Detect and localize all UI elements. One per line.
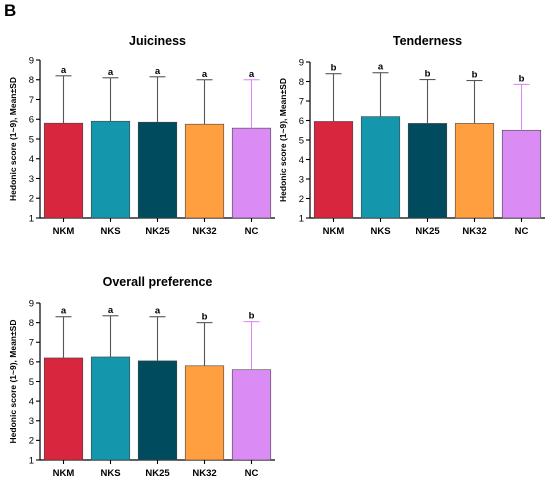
significance-label: a	[108, 67, 114, 78]
significance-label: b	[331, 63, 337, 74]
significance-label: a	[249, 69, 255, 80]
bar	[454, 123, 495, 219]
y-tick-label: 9	[29, 298, 34, 309]
significance-label: b	[425, 69, 431, 80]
significance-label: a	[61, 306, 67, 317]
significance-label: a	[61, 65, 67, 76]
bar	[43, 357, 84, 461]
y-tick-label: 5	[29, 377, 34, 388]
y-tick-label: 9	[299, 57, 304, 68]
bar	[184, 123, 225, 219]
significance-label: a	[108, 305, 114, 316]
significance-label: b	[249, 311, 255, 322]
x-tick-label: NKM	[53, 468, 75, 479]
significance-label: b	[202, 312, 208, 323]
bar	[137, 360, 178, 461]
x-tick-label: NKS	[100, 226, 120, 237]
x-tick-label: NK25	[145, 468, 170, 479]
y-tick-label: 4	[299, 155, 304, 166]
y-axis-label: Hedonic score (1~9), Mean±SD	[8, 77, 18, 201]
bar	[137, 121, 178, 219]
x-tick-label: NK32	[192, 226, 216, 237]
y-tick-label: 7	[29, 95, 34, 106]
x-tick-label: NK32	[192, 468, 216, 479]
panel-label: B	[4, 1, 16, 20]
significance-label: a	[155, 66, 161, 77]
y-tick-label: 2	[29, 194, 34, 205]
chart-tenderness: Tenderness Hedonic score (1~9), Mean±SD 1 2…	[278, 34, 545, 237]
y-tick-label: 1	[299, 213, 304, 224]
significance-label: a	[202, 69, 208, 80]
y-tick-label: 7	[299, 96, 304, 107]
bar	[360, 116, 401, 219]
y-tick-label: 5	[299, 135, 304, 146]
chart-title: Juiciness	[129, 34, 186, 48]
y-tick-label: 9	[29, 55, 34, 66]
bar	[313, 121, 354, 219]
x-tick-label: NK25	[415, 226, 440, 237]
y-tick-label: 8	[299, 77, 304, 88]
x-tick-label: NC	[245, 226, 259, 237]
bar	[43, 122, 84, 219]
x-tick-label: NKS	[370, 226, 390, 237]
y-tick-label: 7	[29, 338, 34, 349]
y-tick-label: 3	[29, 174, 34, 185]
y-tick-label: 4	[29, 396, 34, 407]
chart-title: Tenderness	[393, 34, 462, 48]
y-tick-label: 1	[29, 213, 34, 224]
chart-overall-preference: Overall preference Hedonic score (1~9), M…	[8, 275, 275, 479]
y-axis-label: Hedonic score (1~9), Mean±SD	[8, 320, 18, 444]
y-tick-label: 3	[299, 174, 304, 185]
x-tick-label: NC	[515, 226, 529, 237]
y-tick-label: 2	[299, 194, 304, 205]
significance-label: a	[155, 306, 161, 317]
significance-label: b	[472, 70, 478, 81]
bar	[501, 129, 542, 219]
x-tick-label: NC	[245, 468, 259, 479]
y-tick-label: 1	[29, 455, 34, 466]
y-tick-label: 8	[29, 75, 34, 86]
y-tick-label: 6	[29, 115, 34, 126]
y-tick-label: 6	[299, 116, 304, 127]
y-axis-label: Hedonic score (1~9), Mean±SD	[278, 78, 288, 202]
x-tick-label: NK32	[462, 226, 486, 237]
significance-label: b	[519, 73, 525, 84]
x-tick-label: NK25	[145, 226, 170, 237]
bar	[231, 369, 272, 461]
significance-label: a	[378, 62, 384, 73]
chart-juiciness: Juiciness Hedonic score (1~9), Mean±SD 1 2 3…	[8, 34, 275, 237]
y-tick-label: 2	[29, 436, 34, 447]
x-tick-label: NKM	[53, 226, 75, 237]
chart-title: Overall preference	[103, 275, 213, 289]
y-tick-label: 5	[29, 134, 34, 145]
bar	[90, 356, 131, 461]
y-tick-label: 4	[29, 154, 34, 165]
y-tick-label: 3	[29, 416, 34, 427]
x-tick-label: NKM	[323, 226, 345, 237]
y-tick-label: 6	[29, 357, 34, 368]
bar	[184, 365, 225, 461]
bar	[90, 120, 131, 219]
bar	[407, 123, 448, 219]
y-tick-label: 8	[29, 318, 34, 329]
x-tick-label: NKS	[100, 468, 120, 479]
bar	[231, 127, 272, 219]
